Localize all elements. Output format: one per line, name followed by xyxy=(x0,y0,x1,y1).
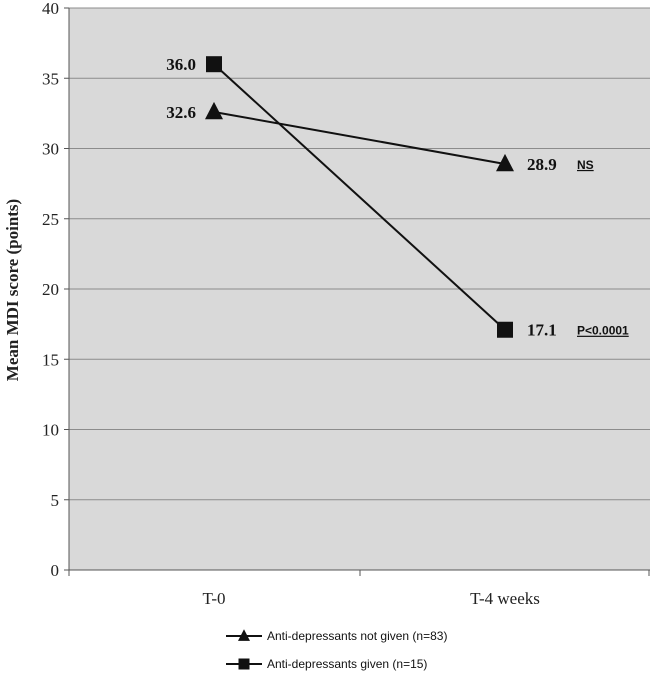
square-marker xyxy=(497,321,513,338)
legend-label: Anti-depressants not given (n=83) xyxy=(267,629,447,643)
y-tick-label: 20 xyxy=(42,280,59,299)
series-not-given: 32.6 28.9 NS xyxy=(166,101,594,174)
y-tick-label: 35 xyxy=(42,69,59,88)
y-tick-label: 0 xyxy=(51,561,60,580)
legend-item: Anti-depressants given (n=15) xyxy=(226,657,427,671)
y-tick-label: 40 xyxy=(42,0,59,18)
significance-label: NS xyxy=(577,158,594,172)
data-label: 32.6 xyxy=(166,103,196,122)
significance-label: P<0.0001 xyxy=(577,324,629,338)
series-line xyxy=(213,63,506,331)
series-line xyxy=(213,110,506,165)
series-given: 36.0 17.1 P<0.0001 xyxy=(166,55,629,340)
y-tick-label: 25 xyxy=(42,210,59,229)
legend-item: Anti-depressants not given (n=83) xyxy=(226,629,447,643)
y-axis-title: Mean MDI score (points) xyxy=(3,199,22,381)
data-label: 17.1 xyxy=(527,321,557,340)
y-tick-label: 15 xyxy=(42,350,59,369)
data-label: 36.0 xyxy=(166,55,196,74)
y-tick-label: 30 xyxy=(42,140,59,159)
x-tick-label: T-4 weeks xyxy=(470,589,540,608)
y-tick-label: 5 xyxy=(51,491,60,510)
legend-label: Anti-depressants given (n=15) xyxy=(267,657,427,671)
data-label: 28.9 xyxy=(527,155,557,174)
legend-square-icon xyxy=(238,658,250,670)
y-tick-label: 10 xyxy=(42,421,59,440)
triangle-marker xyxy=(496,153,514,172)
legend: Anti-depressants not given (n=83) Anti-de… xyxy=(226,629,447,671)
legend-triangle-icon xyxy=(238,629,250,641)
triangle-marker xyxy=(205,101,223,120)
x-tick-label: T-0 xyxy=(203,589,226,608)
square-marker xyxy=(206,56,222,73)
